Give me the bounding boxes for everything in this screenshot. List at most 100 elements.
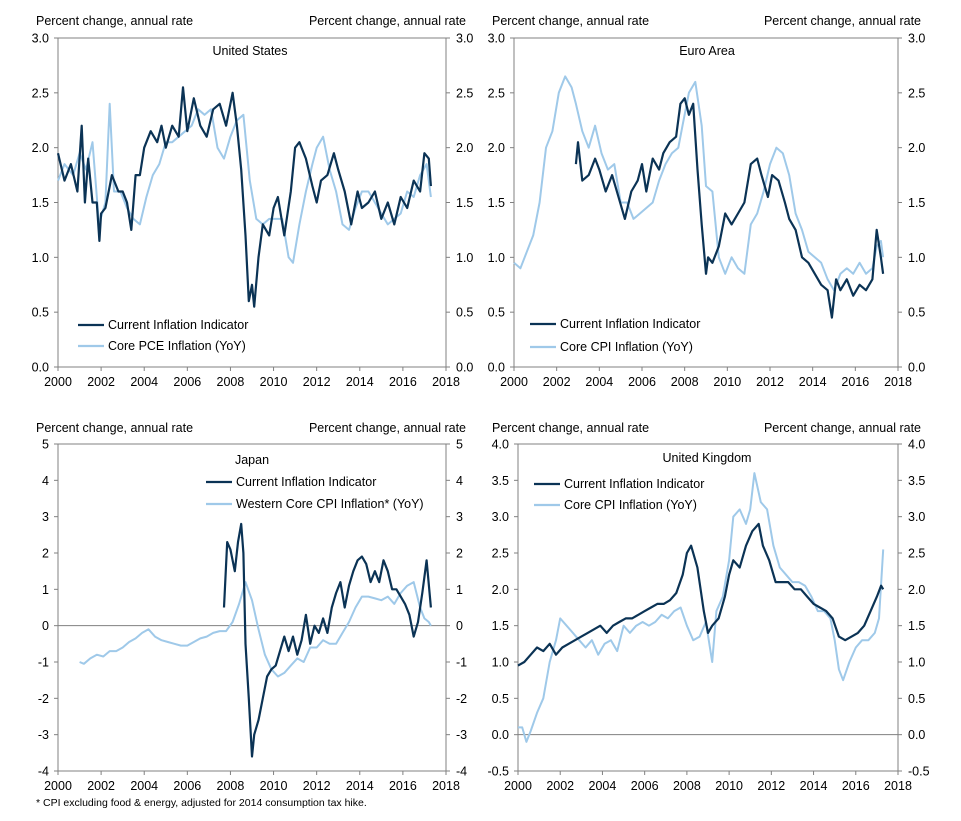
us-plot-area: 2000 2002 2004 2006 2008 2010 2012 2014 2016 2018… — [32, 32, 474, 390]
uk-x-tick-label: 2002 — [546, 779, 574, 793]
ea-x-tick-label: 2010 — [713, 375, 741, 389]
ea-y-tick-label-left: 0.5 — [488, 306, 505, 320]
ea-title: Euro Area — [679, 44, 735, 58]
ea-y-tick-label-right: 3.0 — [908, 32, 925, 46]
ea-ylabel-left: Percent change, annual rate — [492, 14, 649, 28]
jp-y-tick-label-left: -1 — [38, 656, 49, 670]
jp-y-tick-label-left: 2 — [42, 547, 49, 561]
jp-legend-label-current: Current Inflation Indicator — [236, 475, 376, 489]
uk-x-tick-label: 2014 — [800, 779, 828, 793]
uk-y-tick-label-right: 4.0 — [908, 438, 925, 452]
panel-united-kingdom: Percent change, annual rate Percent chan… — [487, 421, 929, 793]
uk-y-tick-label-right: 3.0 — [908, 510, 925, 524]
us-series-current-inflation-indicator — [56, 86, 432, 308]
uk-series-core-inflation — [518, 472, 885, 743]
uk-x-tick-label: 2000 — [504, 779, 532, 793]
us-y-tick-label-left: 0.5 — [32, 306, 49, 320]
jp-y-tick-label-right: -2 — [456, 692, 467, 706]
jp-y-tick-label-left: -3 — [38, 728, 49, 742]
jp-ylabel-left: Percent change, annual rate — [36, 421, 193, 435]
ea-series-current-inflation-indicator — [574, 97, 885, 319]
jp-y-tick-label-left: 4 — [42, 474, 49, 488]
us-y-tick-label-left: 1.0 — [32, 251, 49, 265]
jp-x-tick-label: 2002 — [87, 779, 115, 793]
ea-x-tick-label: 2006 — [628, 375, 656, 389]
jp-x-tick-label: 2016 — [389, 779, 417, 793]
uk-x-tick-label: 2012 — [757, 779, 785, 793]
us-x-tick-label: 2008 — [217, 375, 245, 389]
uk-y-tick-label-left: 3.5 — [492, 474, 509, 488]
us-y-tick-label-right: 2.0 — [456, 141, 473, 155]
uk-x-tick-label: 2016 — [842, 779, 870, 793]
uk-y-tick-label-right: 0.0 — [908, 728, 925, 742]
ea-x-tick-label: 2014 — [799, 375, 827, 389]
us-x-tick-label: 2012 — [303, 375, 331, 389]
jp-y-tick-label-right: 2 — [456, 547, 463, 561]
uk-y-tick-label-left: 4.0 — [492, 438, 509, 452]
ea-y-tick-label-left: 2.5 — [488, 86, 505, 100]
ea-series-core-inflation — [513, 75, 885, 292]
uk-y-tick-label-right: 1.0 — [908, 656, 925, 670]
ea-x-tick-label: 2008 — [671, 375, 699, 389]
jp-y-tick-label-left: 1 — [42, 583, 49, 597]
uk-x-tick-label: 2010 — [715, 779, 743, 793]
uk-y-tick-label-left: 3.0 — [492, 510, 509, 524]
ea-y-tick-label-left: 3.0 — [488, 32, 505, 46]
uk-x-tick-label: 2006 — [631, 779, 659, 793]
us-series-core-inflation — [57, 102, 432, 264]
footnote: * CPI excluding food & energy, adjusted … — [36, 797, 367, 809]
uk-x-tick-label: 2004 — [589, 779, 617, 793]
ea-y-tick-label-left: 1.5 — [488, 196, 505, 210]
uk-y-tick-label-left: -0.5 — [487, 765, 509, 779]
ea-y-tick-label-right: 1.5 — [908, 196, 925, 210]
jp-x-tick-label: 2008 — [217, 779, 245, 793]
uk-legend-label-current: Current Inflation Indicator — [564, 477, 704, 491]
panel-euro-area: Percent change, annual rate Percent chan… — [488, 14, 926, 389]
us-y-tick-label-right: 0.0 — [456, 361, 473, 375]
jp-y-tick-label-right: 5 — [456, 438, 463, 452]
jp-plot-area: 2000 2002 2004 2006 2008 2010 2012 2014 2016 2018… — [38, 438, 467, 794]
us-x-tick-label: 2016 — [389, 375, 417, 389]
us-x-tick-label: 2006 — [173, 375, 201, 389]
jp-y-tick-label-left: -4 — [38, 765, 49, 779]
ea-x-tick-label: 2012 — [756, 375, 784, 389]
uk-y-tick-label-right: 0.5 — [908, 692, 925, 706]
uk-x-tick-label: 2008 — [673, 779, 701, 793]
ea-x-tick-label: 2004 — [585, 375, 613, 389]
uk-y-tick-label-left: 1.0 — [492, 656, 509, 670]
uk-y-tick-label-left: 2.5 — [492, 547, 509, 561]
ea-x-tick-label: 2018 — [884, 375, 912, 389]
jp-x-tick-label: 2018 — [432, 779, 460, 793]
jp-title: Japan — [235, 453, 269, 467]
jp-y-tick-label-right: 3 — [456, 510, 463, 524]
jp-plot-frame — [57, 443, 447, 772]
ea-legend-label-core: Core CPI Inflation (YoY) — [560, 340, 693, 354]
ea-x-tick-label: 2016 — [841, 375, 869, 389]
uk-y-tick-label-left: 1.5 — [492, 619, 509, 633]
ea-legend: Current Inflation Indicator Core CPI Inf… — [530, 317, 700, 354]
jp-y-tick-label-right: 0 — [456, 619, 463, 633]
us-y-tick-label-left: 3.0 — [32, 32, 49, 46]
uk-y-tick-label-right: 3.5 — [908, 474, 925, 488]
uk-y-tick-label-right: 2.5 — [908, 547, 925, 561]
us-ylabel-right: Percent change, annual rate — [309, 14, 466, 28]
uk-y-tick-label-right: 2.0 — [908, 583, 925, 597]
uk-ylabel-right: Percent change, annual rate — [764, 421, 921, 435]
us-y-tick-label-left: 1.5 — [32, 196, 49, 210]
jp-y-tick-label-right: 4 — [456, 474, 463, 488]
ea-y-tick-label-left: 2.0 — [488, 141, 505, 155]
us-x-tick-label: 2004 — [130, 375, 158, 389]
jp-legend: Current Inflation Indicator Western Core… — [206, 475, 424, 511]
us-x-tick-label: 2000 — [44, 375, 72, 389]
jp-y-tick-label-left: -2 — [38, 692, 49, 706]
uk-plot-area: 2000 2002 2004 2006 2008 2010 2012 2014 2016 2018… — [487, 438, 929, 794]
jp-x-tick-label: 2004 — [130, 779, 158, 793]
us-legend: Current Inflation Indicator Core PCE Inf… — [78, 318, 248, 353]
ea-y-tick-label-right: 2.0 — [908, 141, 925, 155]
ea-x-tick-label: 2002 — [543, 375, 571, 389]
uk-legend-label-core: Core CPI Inflation (YoY) — [564, 498, 697, 512]
jp-y-tick-label-left: 3 — [42, 510, 49, 524]
ea-y-tick-label-right: 0.0 — [908, 361, 925, 375]
us-y-tick-label-right: 0.5 — [456, 306, 473, 320]
jp-x-tick-label: 2014 — [346, 779, 374, 793]
